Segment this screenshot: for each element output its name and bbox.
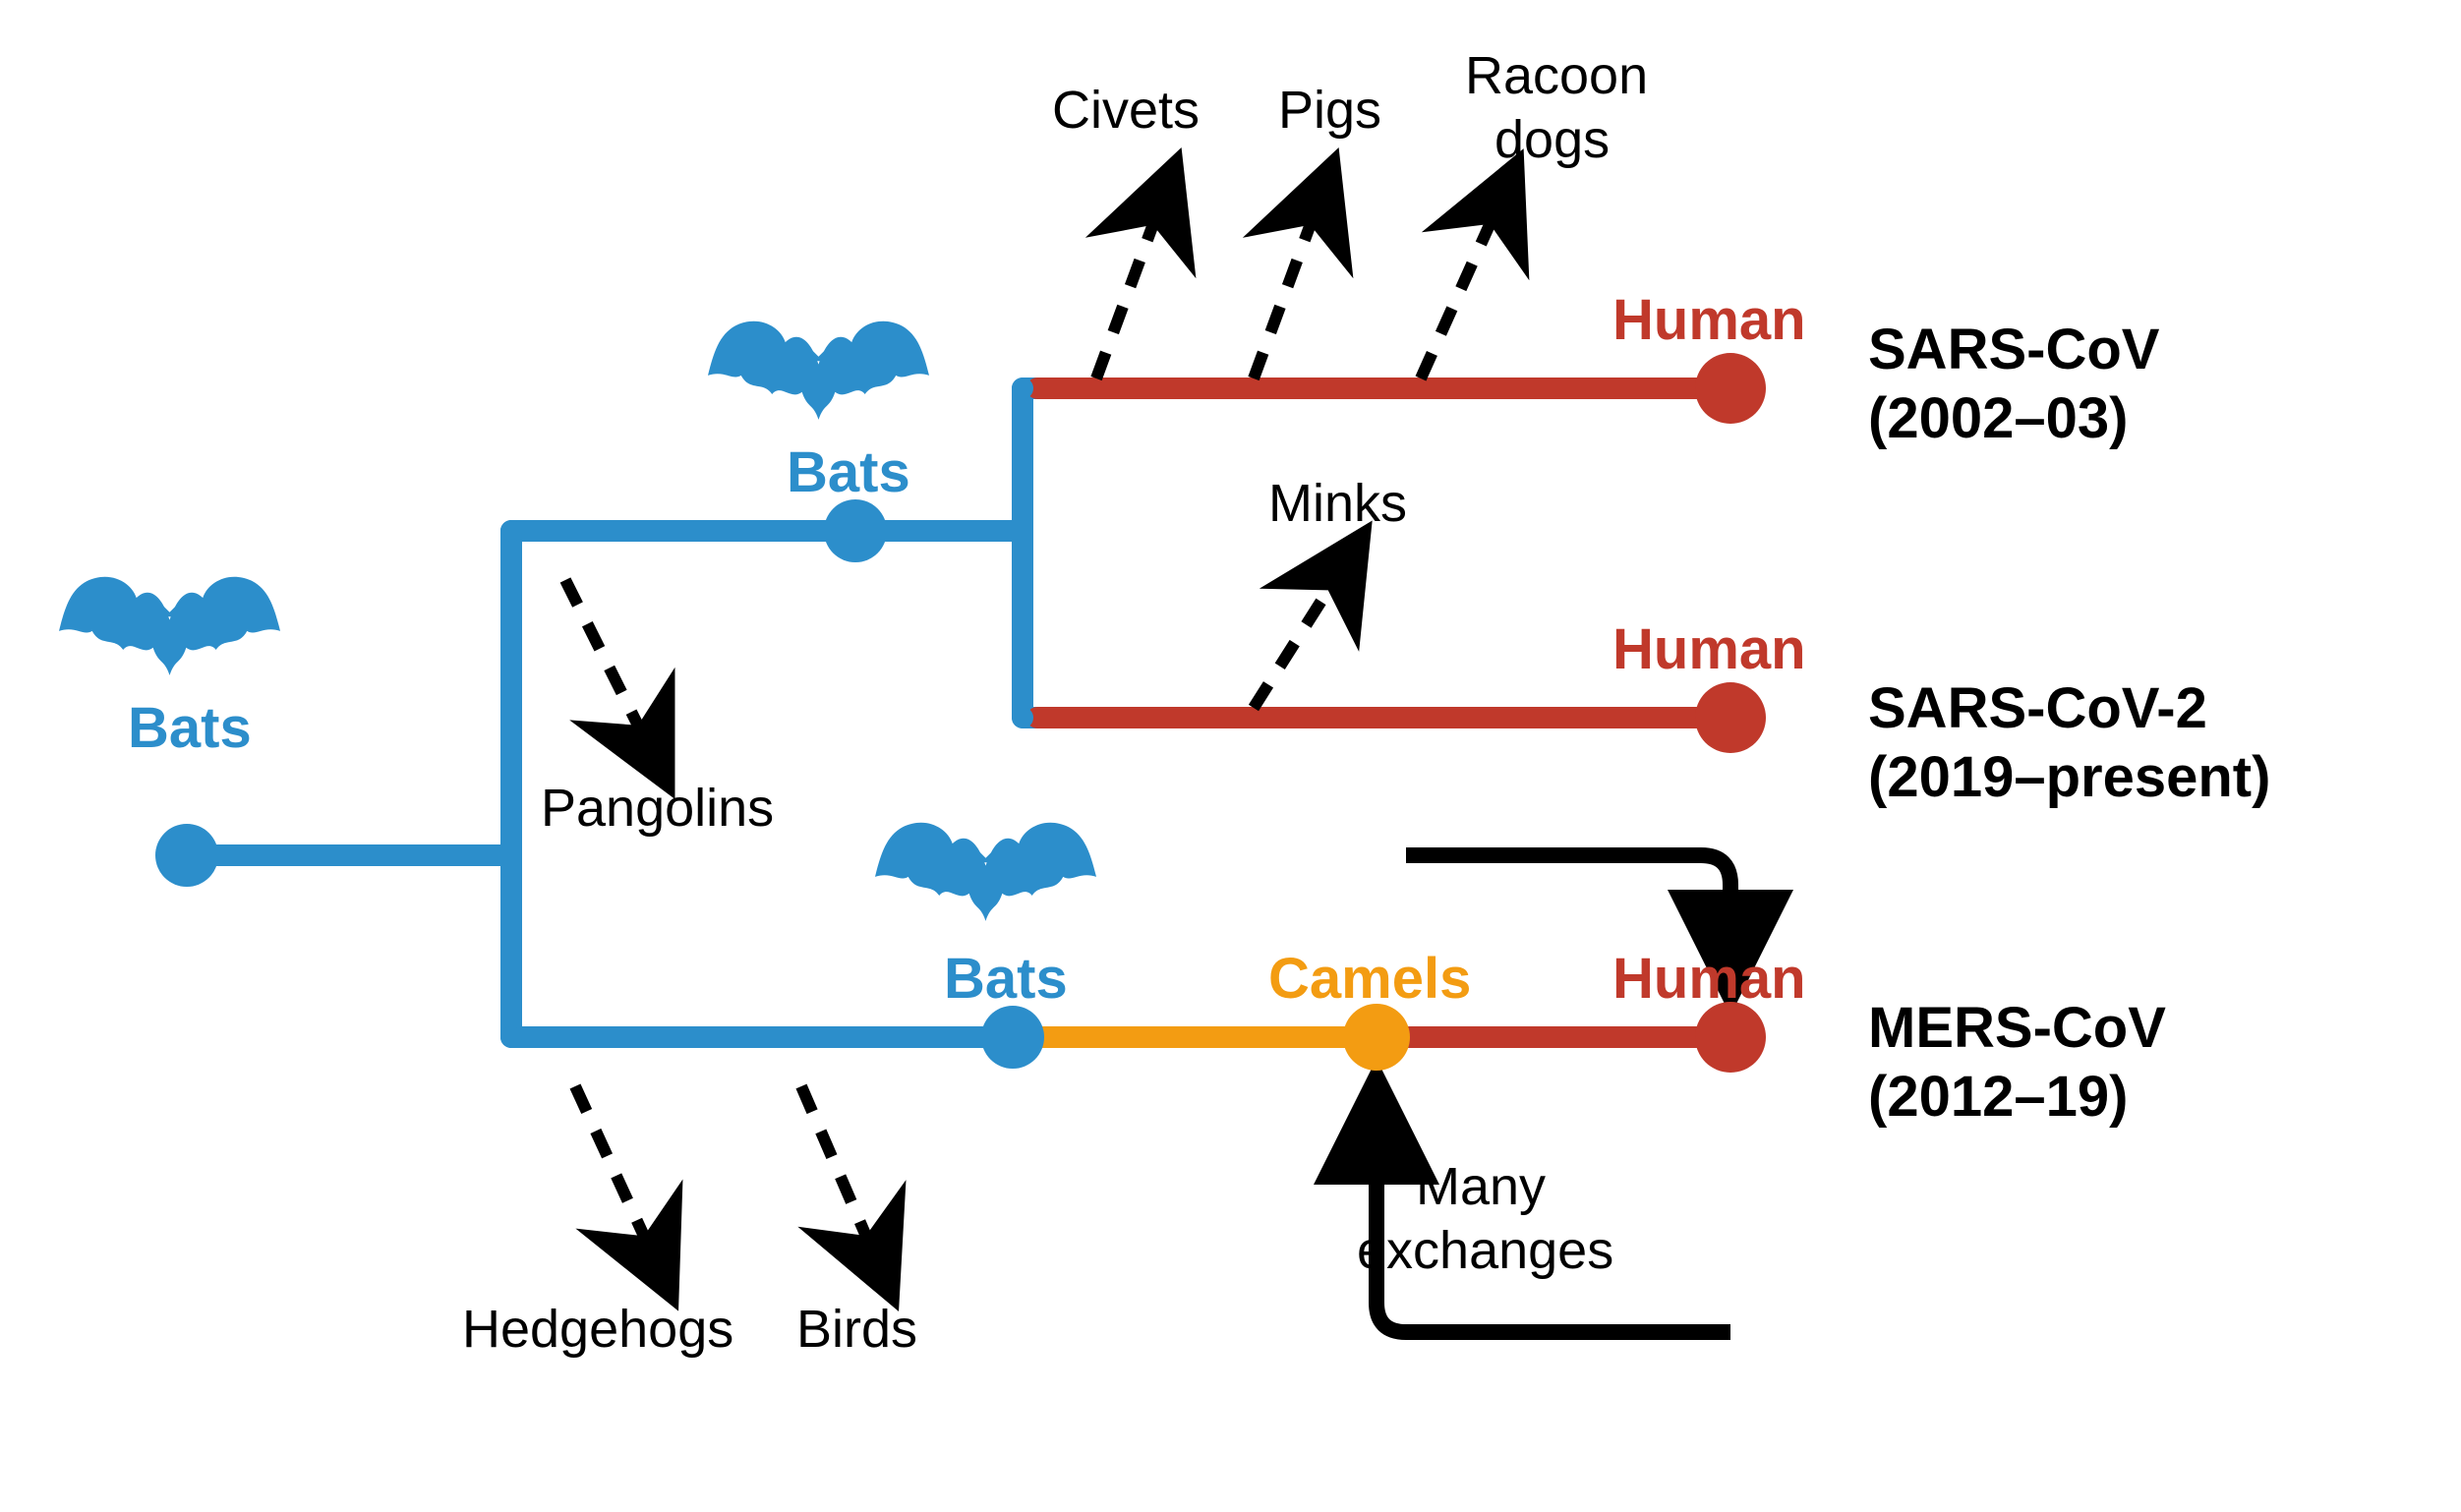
label-bats_mid: Bats (787, 440, 910, 504)
virus-sars2-line2: (2019–present) (1868, 745, 2270, 809)
exchange-label-1: Many (1416, 1157, 1546, 1216)
bat-icon-root (59, 577, 280, 675)
spillover-label-racoon2: dogs (1494, 110, 1610, 169)
label-human_mers: Human (1612, 947, 1806, 1011)
virus-mers-line1: MERS-CoV (1868, 996, 2166, 1060)
exchange-arrow-bottom (1377, 1106, 1730, 1332)
virus-mers-line2: (2012–19) (1868, 1065, 2128, 1129)
arrow-pigs (1254, 192, 1322, 378)
node-camels (1343, 1004, 1410, 1071)
label-human_sars: Human (1612, 288, 1806, 352)
spillover-label-hedgehogs: Hedgehogs (462, 1300, 733, 1359)
label-bats_low: Bats (944, 947, 1068, 1011)
node-human_sars (1695, 353, 1766, 424)
node-bats_top (824, 499, 887, 562)
node-root (155, 824, 218, 887)
spillover-label-pangolins: Pangolins (541, 779, 774, 838)
virus-sars-line2: (2002–03) (1868, 386, 2128, 450)
node-human_sars2 (1695, 682, 1766, 753)
arrow-birds (801, 1086, 880, 1268)
bat-icon-mid (708, 321, 929, 420)
exchange-label-2: exchanges (1357, 1221, 1613, 1280)
virus-sars-line1: SARS-CoV (1868, 318, 2160, 381)
arrow-pangolins (565, 580, 654, 757)
node-bats_bottom (981, 1006, 1044, 1069)
virus-sars2-line1: SARS-CoV-2 (1868, 676, 2207, 740)
spillover-label-racoon1: Racoon (1465, 46, 1648, 105)
spillover-label-minks: Minks (1268, 474, 1407, 533)
arrow-civets (1096, 192, 1165, 378)
label-bats_root: Bats (128, 696, 252, 760)
arrow-minks (1254, 560, 1347, 708)
bat-icon-bottom (875, 823, 1096, 921)
node-human_mers (1695, 1002, 1766, 1073)
arrow-racoon-dogs (1421, 192, 1504, 378)
spillover-label-birds: Birds (796, 1300, 917, 1359)
spillover-label-civets: Civets (1052, 81, 1200, 140)
label-camels: Camels (1268, 947, 1471, 1011)
label-human_sars2: Human (1612, 617, 1806, 681)
spillover-label-pigs: Pigs (1278, 81, 1381, 140)
arrow-hedgehogs (575, 1086, 659, 1268)
